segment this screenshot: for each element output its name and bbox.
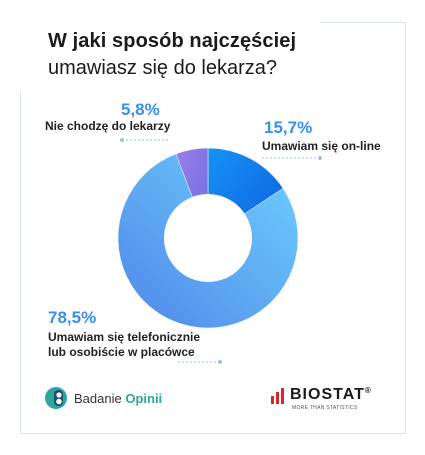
biostat-bars-icon [271,388,284,404]
biostat-tagline: MORE THAN STATISTICS [292,405,358,411]
biostat-name: BIOSTAT [290,386,365,403]
biostat-reg: ® [364,386,372,395]
pct-phone: 78,5% [48,308,97,327]
leader-dot-online [318,156,322,160]
label-phone-1: Umawiam się telefonicznie [48,330,201,344]
leader-dot-phone [218,360,222,364]
leader-dot-none [120,138,124,142]
chart-title-line1: W jaki sposób najczęściej [48,30,297,52]
pct-online: 15,7% [264,118,313,137]
label-none: Nie chodzę do lekarzy [45,119,171,133]
badanie-opinii-logo: Badanie Opinii [44,384,162,412]
chart-title-line2: umawiasz się do lekarza? [48,57,277,79]
title-mask [20,22,320,92]
pct-none: 5,8% [121,100,160,119]
donut-hole [164,194,252,282]
logo-left-bold: Opinii [125,390,163,406]
logo-left-plain: Badanie [74,390,122,406]
bo-logo-icon [45,387,67,409]
label-online: Umawiam się on-line [262,139,381,153]
label-phone-2: lub osobiście w placówce [48,345,195,359]
